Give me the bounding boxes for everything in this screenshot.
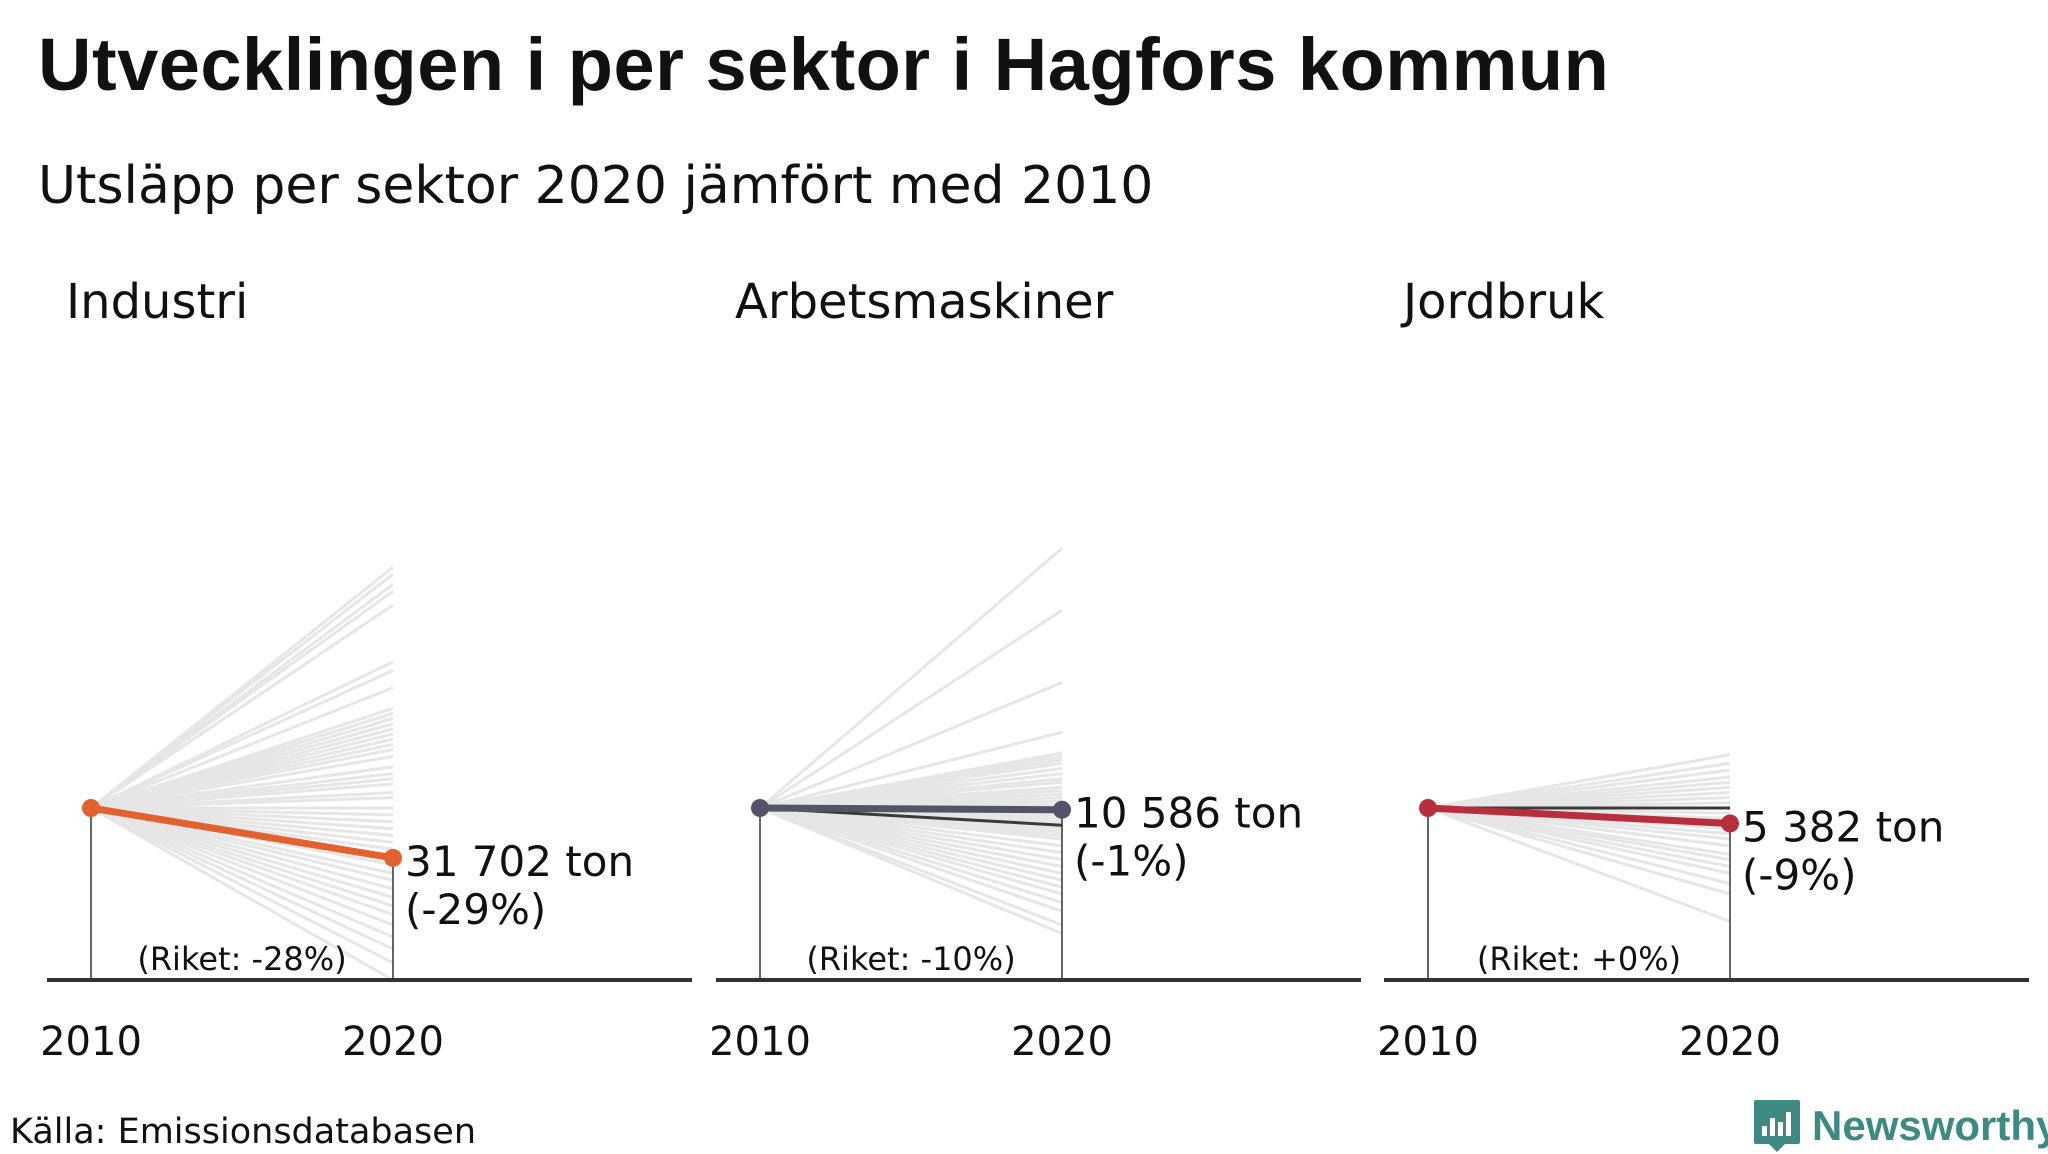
panel-arbetsmaskiner: Arbetsmaskiner 10 586 ton(-1%) (Riket: -10… [709,274,1361,1065]
background-line [90,806,394,927]
background-lines [90,566,394,982]
x-tick-label: 2010 [709,1019,811,1065]
background-lines [1427,753,1731,923]
point-2020 [1721,814,1739,833]
point-2010 [82,799,100,817]
change-label: (-29%) [405,885,546,934]
background-line [1427,806,1731,896]
source-note: Källa: Emissionsdatabasen [10,1112,477,1152]
background-line [90,806,394,965]
brand-logo: Newsworthy [1752,1098,2048,1154]
background-line [90,603,394,810]
national-note: (Riket: -10%) [806,940,1015,978]
background-line [759,806,1063,913]
x-tick-label: 2010 [1377,1019,1479,1065]
highlight-line [1424,804,1734,827]
background-line [1427,806,1731,923]
value-label: 31 702 ton [405,837,634,886]
background-lines [759,547,1063,935]
brand-name: Newsworthy [1812,1102,2048,1149]
background-line [90,754,394,810]
panel-title: Industri [66,274,248,330]
background-line [90,806,394,982]
point-2010 [751,799,769,817]
national-note: (Riket: +0%) [1477,940,1681,978]
background-line [759,608,1063,810]
background-line [90,590,394,810]
point-2020 [384,848,402,867]
background-line [90,806,394,939]
value-label: 10 586 ton [1074,789,1303,838]
panel-title: Arbetsmaskiner [735,274,1114,330]
x-tick-label: 2010 [40,1019,142,1065]
background-line [90,796,394,810]
page-subtitle: Utsläpp per sektor 2020 jämfört med 2010 [38,156,1154,216]
point-2020 [1053,800,1071,819]
highlight-line [87,804,397,862]
panel-jordbruk: Jordbruk 5 382 ton(-9%) (Riket: +0%) 2010 20… [1377,274,2029,1065]
highlight-line [756,804,1066,814]
background-line [759,730,1063,810]
value-label: 5 382 ton [1742,802,1944,851]
background-line [759,681,1063,810]
background-line [90,686,394,810]
background-line [90,806,394,917]
panel-industri: Industri 31 702 ton(-29%) (Riket: -28%) 201… [40,274,692,1065]
point-2010 [1419,799,1437,817]
page-title: Utvecklingen i per sektor i Hagfors komm… [38,23,1610,106]
background-line [90,806,394,951]
x-tick-label: 2020 [1679,1019,1781,1065]
panel-title: Jordbruk [1400,274,1605,330]
x-tick-label: 2020 [1011,1019,1113,1065]
change-label: (-9%) [1742,850,1857,899]
national-note: (Riket: -28%) [137,940,346,978]
newsworthy-logo-icon [1754,1100,1800,1152]
background-line [759,547,1063,810]
background-line [1427,806,1731,875]
change-label: (-1%) [1074,837,1189,886]
background-line [759,806,1063,935]
background-line [90,669,394,810]
background-line [1427,806,1731,886]
x-tick-label: 2020 [342,1019,444,1065]
